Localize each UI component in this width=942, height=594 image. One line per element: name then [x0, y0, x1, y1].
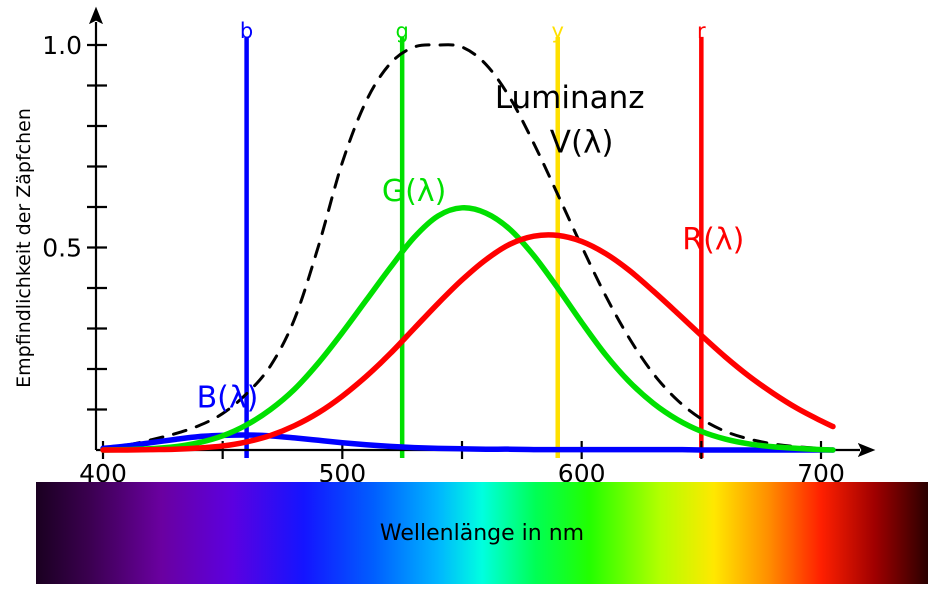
annotation-green-label: G(λ): [382, 174, 446, 209]
annotation-red-label: R(λ): [682, 223, 744, 258]
annotation-blue-label: B(λ): [197, 380, 259, 415]
annotation-luminanz-line1: Luminanz: [495, 80, 645, 116]
spectrum-bar-label: Wellenlänge in nm: [379, 520, 585, 546]
marker-label-b: b: [240, 19, 253, 43]
annotation-luminanz-line2: V(λ): [550, 124, 614, 160]
curve-V: [101, 43, 835, 451]
curve-R: [100, 232, 836, 453]
marker-label-r: r: [697, 19, 706, 43]
y-tick-label-1: 1.0: [42, 31, 82, 60]
y-tick-label-0.5: 0.5: [42, 234, 82, 263]
marker-label-y: y: [552, 19, 564, 43]
marker-label-g: g: [395, 19, 408, 43]
y-axis-title: Empfindlichkeit der Zäpfchen: [13, 108, 35, 388]
spectrum-bar: Wellenlänge in nm: [36, 482, 928, 584]
curve-G: [100, 205, 836, 453]
